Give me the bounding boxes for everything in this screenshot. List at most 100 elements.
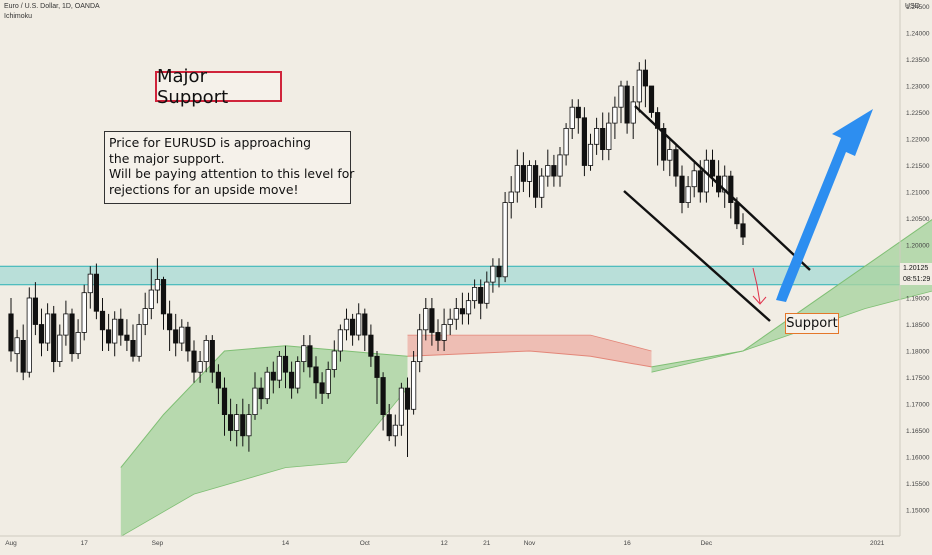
candle-body bbox=[222, 388, 226, 415]
indicator-label[interactable]: Ichimoku bbox=[4, 13, 32, 20]
time-tick-label: 2021 bbox=[870, 540, 885, 547]
candle-body bbox=[454, 309, 458, 320]
candle-body bbox=[143, 309, 147, 325]
candle-body bbox=[430, 309, 434, 333]
candle-body bbox=[21, 340, 25, 372]
candle-body bbox=[88, 274, 92, 293]
candle-body bbox=[216, 372, 220, 388]
candle-body bbox=[637, 70, 641, 102]
candle-body bbox=[332, 351, 336, 370]
candle-body bbox=[509, 192, 513, 203]
candle-body bbox=[45, 314, 49, 343]
candle-body bbox=[601, 128, 605, 149]
candle-body bbox=[271, 372, 275, 380]
candle-body bbox=[546, 166, 550, 177]
candle-body bbox=[558, 155, 562, 176]
candle-body bbox=[210, 340, 214, 372]
candle-body bbox=[594, 128, 598, 144]
candle-body bbox=[741, 224, 745, 237]
candle-body bbox=[149, 290, 153, 309]
candle-body bbox=[497, 266, 501, 277]
analysis-note: Price for EURUSD is approaching the majo… bbox=[104, 131, 351, 204]
candle-body bbox=[375, 356, 379, 377]
candle-body bbox=[460, 309, 464, 314]
candle-body bbox=[27, 298, 31, 372]
candle-body bbox=[387, 415, 391, 436]
candle-body bbox=[296, 362, 300, 389]
candle-body bbox=[228, 415, 232, 431]
candle-body bbox=[155, 279, 159, 290]
support-zone bbox=[0, 266, 900, 285]
candle-body bbox=[442, 325, 446, 341]
candle-body bbox=[326, 370, 330, 394]
candle-body bbox=[113, 319, 117, 343]
candle-body bbox=[521, 166, 525, 182]
candle-body bbox=[649, 86, 653, 113]
candle-body bbox=[436, 332, 440, 340]
candle-body bbox=[106, 330, 110, 343]
price-tick-label: 1.17500 bbox=[906, 375, 930, 382]
candle-body bbox=[314, 367, 318, 383]
candle-body bbox=[350, 319, 354, 335]
candle-body bbox=[52, 314, 56, 362]
price-tick-label: 1.20000 bbox=[906, 243, 930, 250]
candle-body bbox=[479, 287, 483, 303]
candle-body bbox=[241, 415, 245, 436]
candle-body bbox=[680, 176, 684, 203]
candle-body bbox=[58, 335, 62, 362]
candle-body bbox=[607, 123, 611, 150]
candle-body bbox=[704, 160, 708, 192]
price-tick-label: 1.23500 bbox=[906, 57, 930, 64]
price-tick-label: 1.23000 bbox=[906, 84, 930, 91]
candle-body bbox=[100, 311, 104, 330]
candle-body bbox=[283, 356, 287, 372]
candle-body bbox=[64, 314, 68, 335]
candle-body bbox=[82, 293, 86, 333]
candle-body bbox=[15, 338, 19, 354]
candle-body bbox=[692, 171, 696, 187]
candle-body bbox=[631, 102, 635, 123]
candle-body bbox=[540, 176, 544, 197]
candle-body bbox=[418, 330, 422, 362]
candle-body bbox=[198, 362, 202, 373]
cloud-segment bbox=[652, 128, 932, 372]
candles-layer bbox=[9, 60, 745, 458]
candle-body bbox=[393, 425, 397, 436]
candle-body bbox=[235, 415, 239, 431]
price-tick-label: 1.21500 bbox=[906, 163, 930, 170]
candle-body bbox=[570, 107, 574, 128]
candle-body bbox=[576, 107, 580, 118]
candle-body bbox=[94, 274, 98, 311]
axis-currency[interactable]: USD bbox=[905, 3, 920, 10]
symbol-title: Euro / U.S. Dollar, 1D, OANDA bbox=[4, 3, 100, 10]
price-tick-label: 1.24000 bbox=[906, 31, 930, 38]
candle-body bbox=[405, 388, 409, 409]
candle-body bbox=[399, 388, 403, 425]
candle-body bbox=[698, 171, 702, 192]
candle-body bbox=[424, 309, 428, 330]
price-tick-label: 1.17000 bbox=[906, 402, 930, 409]
candle-body bbox=[710, 160, 714, 176]
candle-body bbox=[302, 346, 306, 362]
price-tick-label: 1.20500 bbox=[906, 216, 930, 223]
candle-body bbox=[613, 107, 617, 123]
candle-body bbox=[39, 325, 43, 344]
candle-body bbox=[344, 319, 348, 330]
candle-body bbox=[186, 327, 190, 351]
price-tick-label: 1.22000 bbox=[906, 137, 930, 144]
candle-body bbox=[357, 314, 361, 335]
price-tick-label: 1.15000 bbox=[906, 508, 930, 515]
candle-body bbox=[180, 327, 184, 343]
time-tick-label: 21 bbox=[483, 540, 491, 547]
price-tick-label: 1.19000 bbox=[906, 296, 930, 303]
note-line: rejections for an upside move! bbox=[109, 182, 346, 198]
candle-body bbox=[643, 70, 647, 86]
price-tick-label: 1.18000 bbox=[906, 349, 930, 356]
candle-body bbox=[259, 388, 263, 399]
time-tick-label: Nov bbox=[524, 540, 536, 547]
candle-body bbox=[363, 314, 367, 335]
time-tick-label: Sep bbox=[152, 540, 164, 547]
price-tick-label: 1.16000 bbox=[906, 455, 930, 462]
